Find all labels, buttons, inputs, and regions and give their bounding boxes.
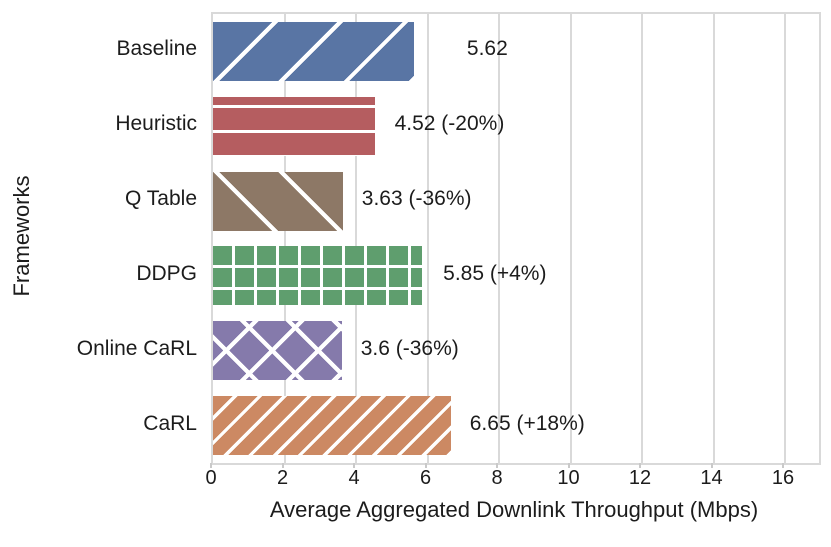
- x-tick-label: 4: [348, 467, 360, 489]
- bar-baseline: [213, 21, 414, 81]
- category-label: Q Table: [125, 187, 197, 211]
- gridline: [712, 14, 715, 463]
- gridline: [426, 14, 429, 463]
- category-label: CaRL: [143, 411, 197, 435]
- x-tick-label: 2: [276, 467, 289, 489]
- x-tick-mark: [281, 463, 284, 468]
- x-tick-mark: [782, 463, 785, 468]
- x-tick-label: 0: [205, 467, 217, 489]
- x-tick-label: 8: [491, 467, 503, 489]
- bar-online-carl: [213, 321, 342, 381]
- x-tick-mark: [210, 463, 212, 468]
- gridline: [569, 14, 572, 463]
- bar-annotation: 5.62: [466, 37, 508, 61]
- x-tick-label: 6: [419, 467, 432, 489]
- x-tick-label: 12: [628, 467, 652, 489]
- category-label: Online CaRL: [76, 336, 197, 360]
- bar-carl: [213, 396, 451, 456]
- x-tick-mark: [353, 463, 355, 468]
- bar-annotation: 3.63 (-36%): [361, 187, 472, 211]
- bar-annotation: 3.6 (-36%): [360, 336, 459, 360]
- x-tick-mark: [639, 463, 642, 468]
- gridline: [498, 14, 501, 463]
- bar-ddpg: [213, 246, 423, 306]
- bar-annotation: 4.52 (-20%): [394, 112, 505, 136]
- gridline: [641, 14, 644, 463]
- x-tick-mark: [710, 463, 713, 468]
- category-label: DDPG: [136, 261, 197, 285]
- x-tick-label: 16: [771, 467, 795, 489]
- x-tick-label: 10: [557, 467, 580, 489]
- gridline: [283, 14, 286, 463]
- bar-annotation: 5.85 (+4%): [443, 261, 547, 285]
- bar-heuristic: [213, 96, 375, 156]
- gridline: [784, 14, 787, 463]
- plot-area: [211, 12, 821, 465]
- x-tick-mark: [424, 463, 427, 468]
- bar-annotation: 6.65 (+18%): [469, 411, 585, 435]
- gridline: [355, 14, 357, 463]
- category-label: Heuristic: [115, 112, 197, 136]
- x-axis-label: Average Aggregated Downlink Throughput (…: [269, 497, 759, 522]
- x-tick-label: 14: [700, 467, 723, 489]
- category-label: Baseline: [116, 37, 197, 61]
- bar-q-table: [213, 171, 343, 231]
- x-tick-mark: [496, 463, 499, 468]
- x-tick-mark: [567, 463, 570, 468]
